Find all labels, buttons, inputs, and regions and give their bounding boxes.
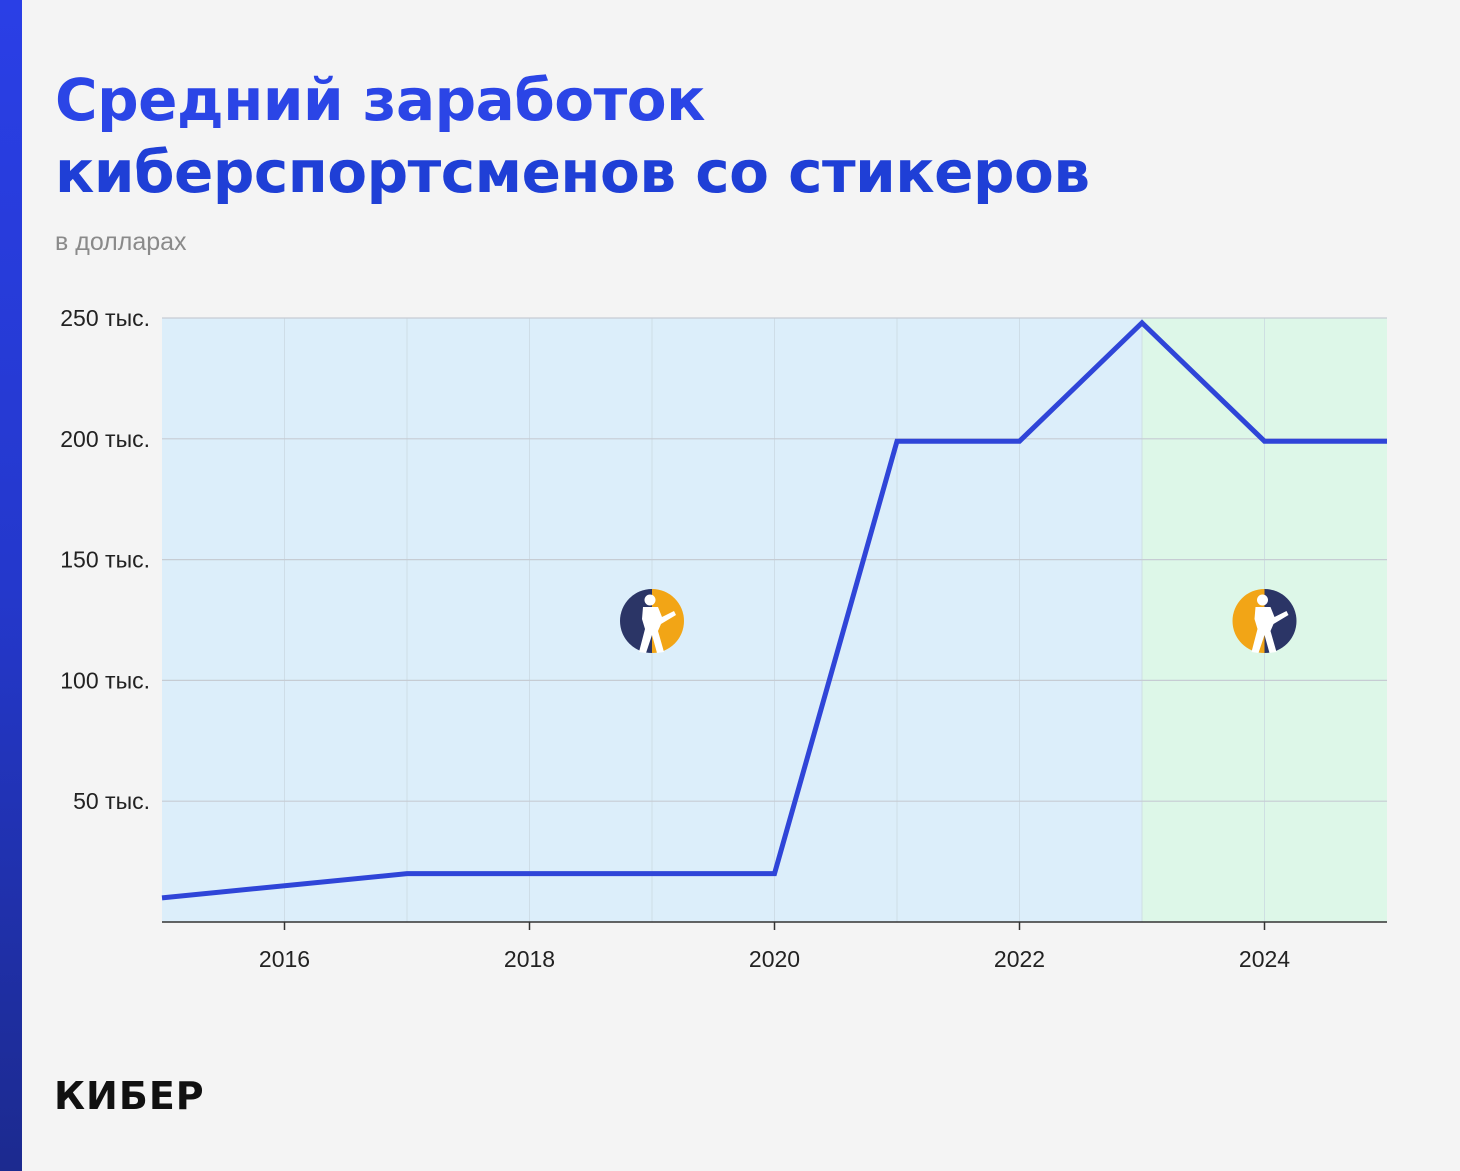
- chart-title-line2: киберспортсменов со стикеров: [55, 138, 1090, 206]
- chart-title: Средний заработок киберспортсменов со ст…: [55, 64, 1255, 208]
- chart-subtitle: в долларах: [55, 228, 187, 256]
- y-tick-label: 100 тыс.: [60, 667, 150, 693]
- x-tick-label: 2024: [1239, 946, 1290, 972]
- chart-series: [161, 319, 1387, 901]
- side-accent-bar: [0, 0, 22, 1171]
- icon-body: [639, 607, 676, 653]
- y-tick-label: 200 тыс.: [60, 426, 150, 452]
- chart-title-line1: Средний заработок: [55, 66, 705, 134]
- y-tick-label: 150 тыс.: [60, 547, 150, 573]
- chart-icons: [620, 589, 1297, 653]
- cs2-logo-icon: [1232, 589, 1297, 653]
- x-tick-label: 2022: [994, 946, 1045, 972]
- x-tick-label: 2016: [259, 946, 310, 972]
- icon-head: [644, 594, 656, 606]
- brand-logo: КИБЕР: [54, 1074, 205, 1118]
- icon-half-right: [652, 589, 684, 653]
- chart-grid: [162, 317, 1387, 923]
- x-axis: 2016 2018 2020 2022 2024: [259, 922, 1290, 972]
- y-tick-label: 250 тыс.: [60, 305, 150, 331]
- series-line-0: [161, 319, 1387, 901]
- icon-body: [1251, 607, 1289, 653]
- y-tick-label: 50 тыс.: [73, 788, 150, 814]
- x-tick-label: 2020: [749, 946, 800, 972]
- x-tick-label: 2018: [504, 946, 555, 972]
- csgo-logo-icon: [620, 589, 684, 653]
- icon-head: [1257, 594, 1268, 606]
- icon-half-right: [1264, 589, 1297, 653]
- y-axis: 50 тыс. 100 тыс. 150 тыс. 200 тыс. 250 тыс.: [60, 305, 150, 814]
